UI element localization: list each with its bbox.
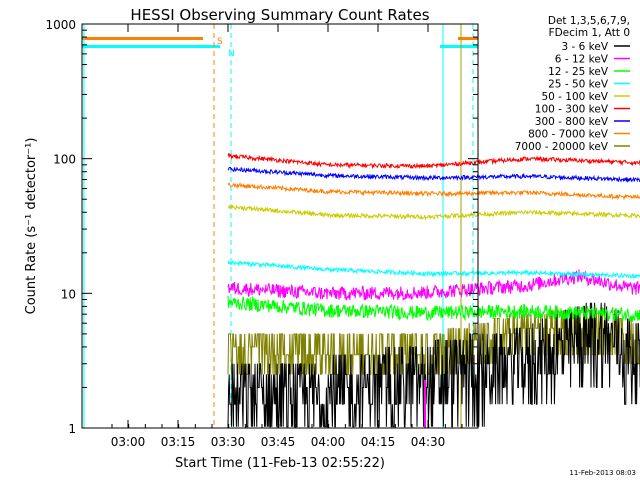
axis-ticks: 03:00 03:15 03:30 03:45 04:00 04:15 04:30 1 10 10… bbox=[45, 18, 478, 449]
chart-title: HESSI Observing Summary Count Rates bbox=[130, 6, 429, 24]
plot-marks: SN bbox=[82, 24, 640, 428]
legend-label: 25 - 50 keV bbox=[548, 79, 609, 91]
marker-label-s: S bbox=[217, 37, 223, 47]
series-line-6 bbox=[227, 166, 640, 184]
x-tick-label: 03:00 bbox=[111, 435, 146, 449]
y-tick-label: 100 bbox=[53, 153, 76, 167]
series-line-0 bbox=[227, 302, 640, 428]
y-tick-label: 1000 bbox=[45, 18, 76, 32]
legend: Det 1,3,5,6,7,9,FDecim 1, Att 0 3 - 6 keV… bbox=[515, 15, 630, 153]
legend-label: 6 - 12 keV bbox=[555, 54, 609, 66]
legend-label: 7000 - 20000 keV bbox=[515, 141, 609, 153]
series-line-1 bbox=[227, 269, 640, 302]
legend-label: 300 - 800 keV bbox=[535, 116, 609, 128]
x-tick-label: 03:45 bbox=[261, 435, 296, 449]
legend-label: 100 - 300 keV bbox=[535, 104, 609, 116]
legend-header-line: FDecim 1, Att 0 bbox=[549, 27, 630, 39]
y-axis-label: Count Rate (s⁻¹ detector⁻¹) bbox=[24, 138, 39, 315]
legend-label: 3 - 6 keV bbox=[561, 41, 608, 53]
x-tick-label: 03:30 bbox=[211, 435, 246, 449]
x-tick-label: 04:00 bbox=[311, 435, 346, 449]
x-tick-label: 04:15 bbox=[361, 435, 396, 449]
series-line-5 bbox=[227, 152, 640, 170]
series-line-2 bbox=[227, 295, 640, 322]
marker-label-n: N bbox=[228, 49, 235, 59]
x-tick-label: 04:30 bbox=[411, 435, 446, 449]
series-line-4 bbox=[227, 204, 640, 221]
series-line-3 bbox=[227, 259, 640, 280]
timestamp: 11-Feb-2013 08:03 bbox=[569, 469, 636, 477]
y-tick-label: 1 bbox=[68, 422, 76, 436]
plot-frame bbox=[81, 23, 479, 429]
legend-header-line: Det 1,3,5,6,7,9, bbox=[548, 15, 630, 27]
y-tick-label: 10 bbox=[61, 287, 76, 301]
x-axis-label: Start Time (11-Feb-13 02:55:22) bbox=[175, 456, 385, 471]
series-line-7 bbox=[227, 181, 640, 201]
legend-label: 12 - 25 keV bbox=[548, 66, 609, 78]
x-tick-label: 03:15 bbox=[161, 435, 196, 449]
legend-label: 50 - 100 keV bbox=[541, 91, 608, 103]
legend-label: 800 - 7000 keV bbox=[528, 129, 609, 141]
